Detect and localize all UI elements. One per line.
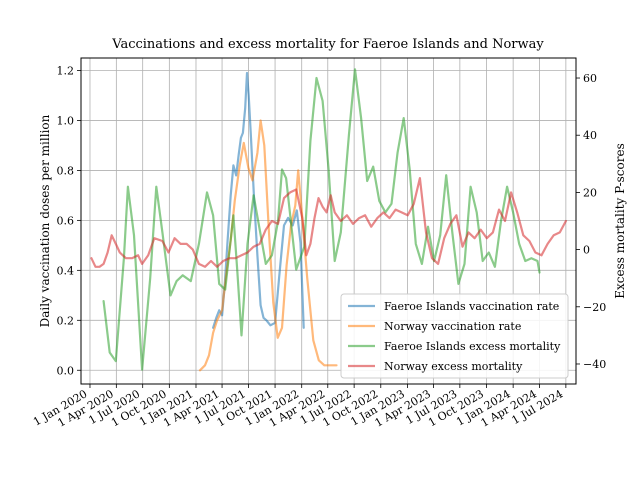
legend-box [340, 293, 569, 379]
y-right-tick-label: 20 [583, 186, 597, 199]
y-left-tick-label: 0.8 [57, 164, 75, 177]
series-line-3 [102, 68, 541, 371]
legend-label: Norway vaccination rate [384, 320, 521, 333]
legend-label: Faeroe Islands excess mortality [384, 340, 561, 353]
y-right-tick-label: −20 [583, 301, 606, 314]
y-left-tick-label: 0.2 [57, 314, 75, 327]
y-right-tick-label: −40 [583, 358, 606, 371]
y-right-tick-label: 0 [583, 244, 590, 257]
y-axis-right-label: Excess mortality P-scores [613, 143, 627, 298]
series-line-2 [198, 119, 338, 372]
y-left-tick-label: 0.0 [57, 364, 75, 377]
series-layer [90, 68, 568, 372]
y-left-tick-label: 0.4 [57, 264, 75, 277]
y-axis-left-label: Daily vaccination doses per million [38, 114, 52, 327]
legend-label: Norway excess mortality [384, 360, 523, 373]
chart-title: Vaccinations and excess mortality for Fa… [111, 37, 544, 52]
y-axis-right: −40 −20 0 20 40 60 [576, 72, 606, 371]
y-right-tick-label: 40 [583, 129, 597, 142]
y-right-tick-label: 60 [583, 72, 597, 85]
plot-frame [80, 57, 577, 385]
series-line-1 [212, 71, 305, 329]
y-left-tick-label: 0.6 [57, 214, 75, 227]
series-line-4 [90, 177, 568, 268]
legend-label: Faeroe Islands vaccination rate [384, 300, 559, 313]
y-left-tick-label: 1.2 [57, 64, 75, 77]
legend: Faeroe Islands vaccination rate Norway va… [340, 293, 569, 379]
y-axis-left: 0.0 0.2 0.4 0.6 0.8 1.0 1.2 [57, 64, 81, 377]
y-left-tick-label: 1.0 [57, 114, 75, 127]
